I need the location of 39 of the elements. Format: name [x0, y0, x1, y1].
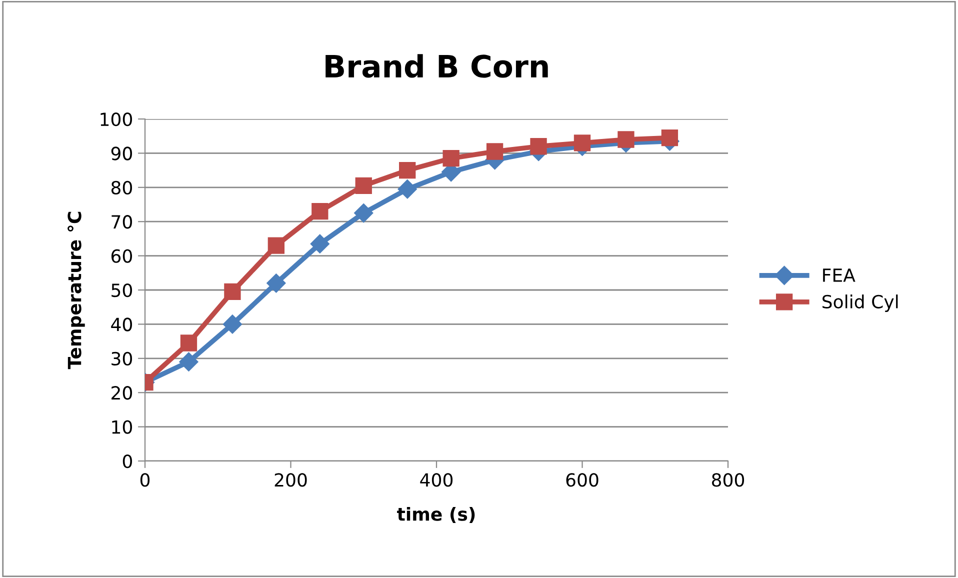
- point: [442, 150, 460, 167]
- point: [399, 162, 416, 179]
- y-tick-label: 30: [112, 352, 132, 366]
- y-tick-label: 90: [111, 146, 132, 160]
- point: [312, 203, 328, 220]
- x-tick-label: 200: [274, 473, 307, 487]
- point: [398, 180, 417, 199]
- x-tick-label: 800: [712, 473, 744, 487]
- point: [266, 274, 286, 293]
- x-tick-label: 400: [420, 473, 453, 487]
- x-tick-label: 600: [566, 473, 598, 487]
- point: [224, 283, 241, 300]
- y-tick-label: 70: [112, 215, 132, 229]
- point: [180, 334, 198, 352]
- point: [310, 234, 330, 254]
- legend-label: Solid Cyl: [822, 294, 898, 312]
- point: [222, 314, 242, 334]
- y-tick-label: 40: [111, 318, 132, 332]
- y-tick-label: 10: [112, 420, 132, 434]
- point: [486, 143, 504, 160]
- y-tick-label: 80: [111, 180, 132, 195]
- point: [355, 177, 372, 194]
- y-tick-label: 0: [122, 454, 132, 468]
- chart-title: Brand B Corn: [326, 54, 548, 78]
- point: [354, 204, 374, 223]
- legend-label: FEA: [823, 268, 856, 282]
- point: [530, 138, 547, 155]
- y-tick-label: 100: [100, 112, 132, 126]
- x-axis-title: time (s): [397, 506, 475, 524]
- y-tick-label: 50: [112, 283, 132, 298]
- y-axis-title: Temperature °C: [68, 212, 85, 370]
- point: [179, 352, 198, 372]
- point: [574, 134, 591, 152]
- y-tick-label: 20: [112, 386, 132, 400]
- point: [618, 131, 634, 148]
- y-tick-label: 60: [111, 249, 132, 263]
- point: [268, 237, 285, 254]
- point: [661, 129, 678, 146]
- x-tick-label: 0: [140, 473, 150, 487]
